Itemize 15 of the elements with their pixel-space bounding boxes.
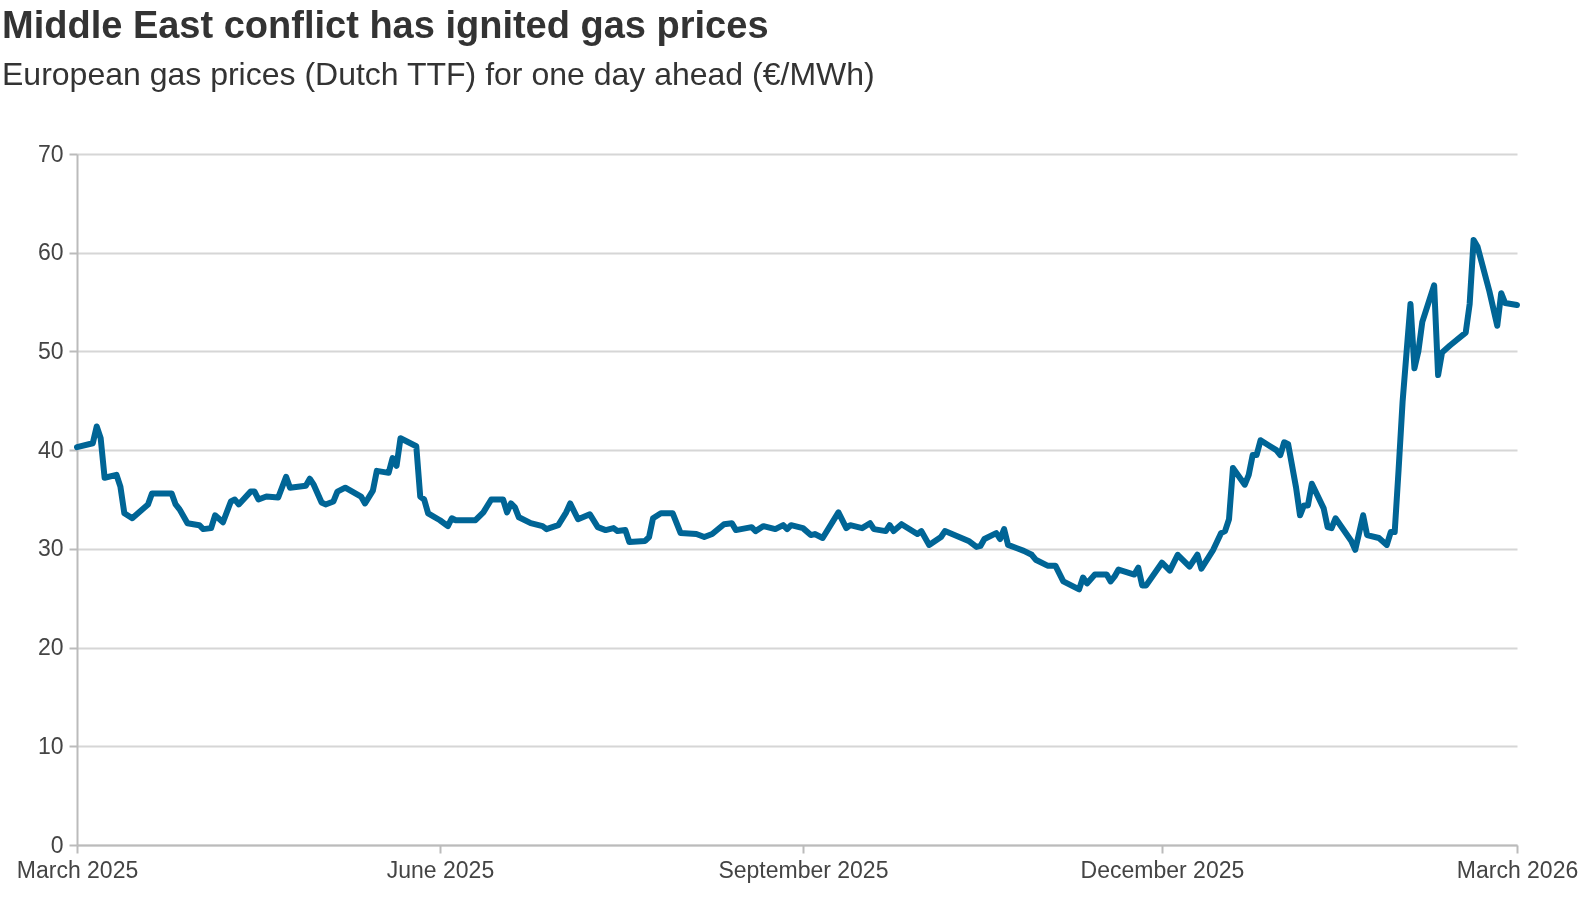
chart-title: Middle East conflict has ignited gas prices (2, 4, 769, 46)
y-tick-label: 0 (50, 831, 64, 858)
y-tick-label: 40 (37, 436, 64, 463)
x-tick-label: September 2025 (718, 856, 889, 883)
x-tick-label: June 2025 (386, 856, 495, 883)
x-tick-label: March 2025 (16, 856, 139, 883)
x-tick-label: March 2026 (1456, 856, 1579, 883)
x-tick-label: December 2025 (1080, 856, 1245, 883)
chart-subtitle: European gas prices (Dutch TTF) for one day ahead (€/MWh) (2, 56, 875, 92)
y-tick-label: 60 (37, 239, 64, 266)
y-tick-label: 20 (37, 634, 64, 661)
y-tick-label: 50 (37, 337, 64, 364)
y-tick-label: 70 (37, 140, 64, 167)
y-tick-label: 30 (37, 535, 64, 562)
y-tick-label: 10 (37, 732, 64, 759)
